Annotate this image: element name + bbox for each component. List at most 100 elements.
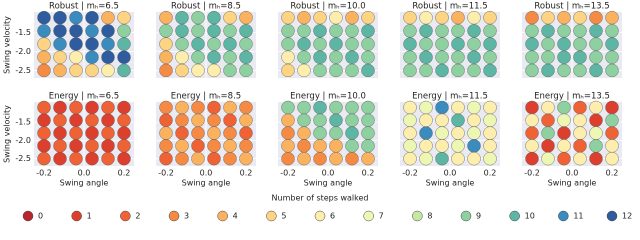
point xyxy=(207,10,221,25)
legend-marker xyxy=(412,210,423,222)
point xyxy=(281,50,295,64)
point xyxy=(573,63,587,78)
point xyxy=(419,63,433,78)
point xyxy=(297,10,311,25)
panel: Robust | mₕ=13.5 xyxy=(522,2,622,78)
panel-title: Robust | mₕ=8.5 xyxy=(171,2,241,12)
point xyxy=(329,100,343,115)
point xyxy=(223,63,237,78)
point xyxy=(525,10,539,25)
point xyxy=(297,126,311,140)
point xyxy=(557,37,571,51)
point xyxy=(207,100,221,115)
point xyxy=(451,139,465,153)
point xyxy=(239,100,253,115)
point xyxy=(525,37,539,51)
legend-label: 10 xyxy=(525,212,535,221)
point xyxy=(69,100,83,115)
point xyxy=(239,113,253,127)
point xyxy=(313,24,327,38)
point xyxy=(53,63,67,78)
x-tick-label: -0.2 xyxy=(36,169,52,178)
point xyxy=(207,37,221,51)
point xyxy=(403,151,417,166)
legend-marker xyxy=(606,210,618,222)
point xyxy=(589,139,603,153)
panel-title: Energy | mₕ=13.5 xyxy=(534,92,610,102)
point xyxy=(451,100,465,115)
point xyxy=(419,151,433,166)
legend-label: 9 xyxy=(476,212,481,221)
point xyxy=(37,100,51,115)
point xyxy=(483,151,497,166)
point xyxy=(483,139,497,153)
point xyxy=(191,126,205,140)
point xyxy=(451,10,465,25)
point xyxy=(557,10,571,25)
y-tick-label: -2.0 xyxy=(15,47,31,56)
point xyxy=(313,10,327,25)
point xyxy=(207,151,221,166)
panel-title: Energy | mₕ=6.5 xyxy=(49,92,119,102)
legend-label: 4 xyxy=(233,212,238,221)
x-axis-label: Swing angle xyxy=(426,179,475,188)
point xyxy=(451,151,465,166)
point xyxy=(69,50,83,64)
point xyxy=(69,113,83,127)
point xyxy=(483,24,497,38)
point xyxy=(557,151,571,166)
point xyxy=(101,113,115,127)
point xyxy=(69,10,83,25)
y-tick-label: -2.5 xyxy=(15,66,31,75)
panel-title: Energy | mₕ=11.5 xyxy=(412,92,488,102)
legend-label: 0 xyxy=(38,212,43,221)
point xyxy=(297,24,311,38)
point xyxy=(435,126,449,140)
point xyxy=(361,100,375,115)
point xyxy=(403,100,417,115)
point xyxy=(297,63,311,78)
point xyxy=(329,139,343,153)
point xyxy=(281,139,295,153)
point xyxy=(85,63,99,78)
point xyxy=(101,63,115,78)
point xyxy=(403,126,417,140)
point xyxy=(313,37,327,51)
point xyxy=(541,139,555,153)
point xyxy=(435,37,449,51)
x-tick-label: 0.0 xyxy=(78,169,91,178)
point xyxy=(239,37,253,51)
legend-marker xyxy=(120,210,131,222)
point xyxy=(573,151,587,166)
point xyxy=(117,100,131,115)
legend-label: 12 xyxy=(622,212,632,221)
point xyxy=(541,24,555,38)
panel-title: Robust | mₕ=6.5 xyxy=(49,2,119,12)
point xyxy=(589,50,603,64)
point xyxy=(525,113,539,127)
point xyxy=(207,24,221,38)
point xyxy=(541,37,555,51)
point xyxy=(53,37,67,51)
point xyxy=(605,100,619,115)
panel-title: Energy | mₕ=10.0 xyxy=(290,92,366,102)
legend-marker xyxy=(168,210,180,222)
y-tick-label: -2.0 xyxy=(15,136,31,145)
legend-label: 2 xyxy=(135,212,140,221)
point xyxy=(525,63,539,78)
x-tick-label: -0.2 xyxy=(402,169,418,178)
point xyxy=(361,139,375,153)
point xyxy=(435,139,449,153)
point xyxy=(557,24,571,38)
point xyxy=(297,113,311,127)
legend-label: 1 xyxy=(87,212,92,221)
point xyxy=(483,113,497,127)
point xyxy=(605,113,619,127)
point xyxy=(329,10,343,25)
point xyxy=(281,37,295,51)
point xyxy=(159,63,173,78)
point xyxy=(361,151,375,166)
point xyxy=(541,100,555,115)
point xyxy=(605,139,619,153)
